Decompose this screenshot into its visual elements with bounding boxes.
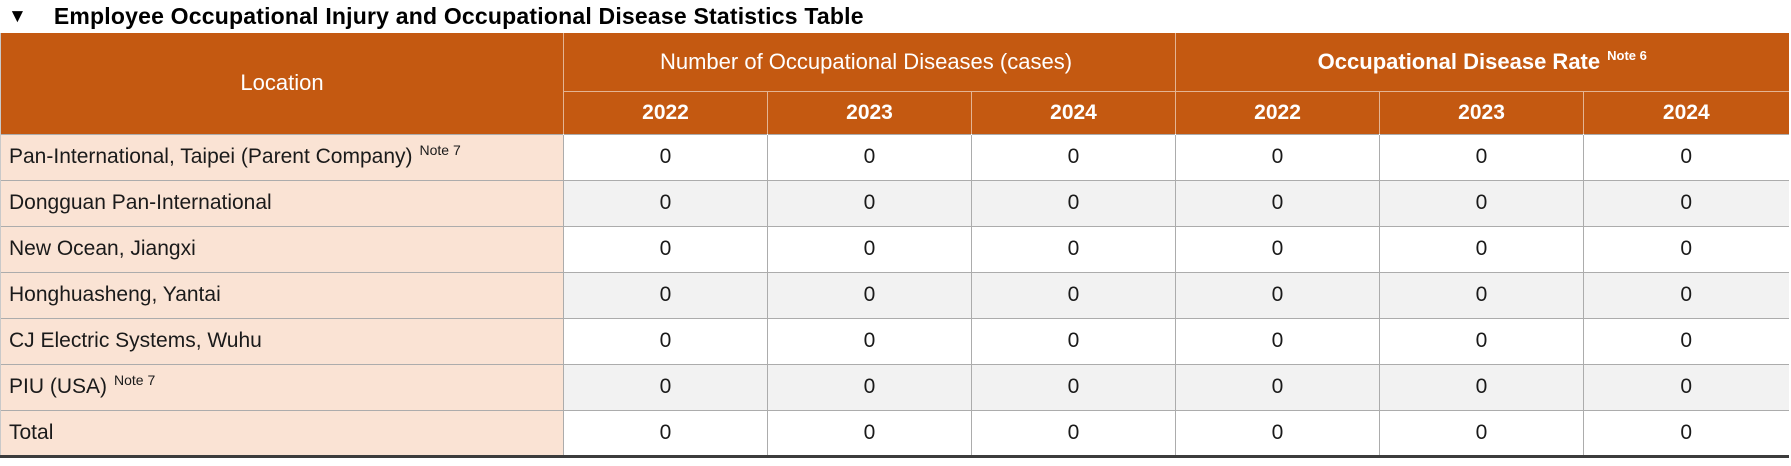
table-row-total: Total 0 0 0 0 0 0 xyxy=(0,409,1789,458)
value-cell: 0 xyxy=(767,179,972,226)
location-cell: Pan-International, Taipei (Parent Compan… xyxy=(0,133,564,180)
value-cell: 0 xyxy=(1175,409,1380,458)
value-cell: 0 xyxy=(767,363,972,410)
statistics-table: Location Number of Occupational Diseases… xyxy=(0,33,1789,458)
value-cell: 0 xyxy=(563,409,768,458)
value-cell: 0 xyxy=(563,225,768,272)
group-header-diseases-label: Number of Occupational Diseases (cases) xyxy=(659,48,1073,74)
table-title: ▼ Employee Occupational Injury and Occup… xyxy=(0,0,1791,32)
value-cell: 0 xyxy=(1175,363,1380,410)
triangle-marker-icon: ▼ xyxy=(8,5,27,27)
year-header-2023: 2023 xyxy=(767,90,972,134)
group-header-diseases: Number of Occupational Diseases (cases) xyxy=(562,33,1176,91)
year-header-2024: 2024 xyxy=(1583,90,1789,134)
value-cell: 0 xyxy=(1583,317,1789,364)
value-cell: 0 xyxy=(1583,225,1789,272)
note-7-superscript: Note 7 xyxy=(419,142,461,158)
year-header-2022: 2022 xyxy=(1175,90,1380,134)
value-cell: 0 xyxy=(1583,133,1789,180)
value-cell: 0 xyxy=(1379,317,1584,364)
value-cell: 0 xyxy=(563,271,768,318)
value-cell: 0 xyxy=(1379,133,1584,180)
value-cell: 0 xyxy=(1175,271,1380,318)
value-cell: 0 xyxy=(767,271,972,318)
location-label: Pan-International, Taipei (Parent Compan… xyxy=(9,145,413,168)
value-cell: 0 xyxy=(970,271,1176,318)
location-cell: CJ Electric Systems, Wuhu xyxy=(0,317,564,364)
location-label: Dongguan Pan-International xyxy=(9,191,272,214)
value-cell: 0 xyxy=(1379,179,1584,226)
value-cell: 0 xyxy=(1583,271,1789,318)
value-cell: 0 xyxy=(1175,225,1380,272)
group-header-rate-label: Occupational Disease Rate xyxy=(1317,48,1601,74)
note-6-superscript: Note 6 xyxy=(1607,48,1647,64)
location-label: CJ Electric Systems, Wuhu xyxy=(9,329,262,352)
table-body: Pan-International, Taipei (Parent Compan… xyxy=(0,133,1789,458)
location-column-header: Location xyxy=(0,33,564,134)
location-cell: New Ocean, Jiangxi xyxy=(0,225,564,272)
note-7-superscript: Note 7 xyxy=(114,372,156,388)
table-row: Dongguan Pan-International 0 0 0 0 0 0 xyxy=(0,179,1789,226)
value-cell: 0 xyxy=(970,317,1176,364)
value-cell: 0 xyxy=(767,133,972,180)
value-cell: 0 xyxy=(970,133,1176,180)
value-cell: 0 xyxy=(1583,409,1789,458)
value-cell: 0 xyxy=(1379,271,1584,318)
value-cell: 0 xyxy=(1379,225,1584,272)
table-row: CJ Electric Systems, Wuhu 0 0 0 0 0 0 xyxy=(0,317,1789,364)
location-label: Honghuasheng, Yantai xyxy=(9,283,221,306)
location-cell-total: Total xyxy=(0,409,564,458)
location-cell: Dongguan Pan-International xyxy=(0,179,564,226)
value-cell: 0 xyxy=(1175,179,1380,226)
value-cell: 0 xyxy=(563,179,768,226)
title-text: Employee Occupational Injury and Occupat… xyxy=(53,2,864,29)
table-row: Pan-International, Taipei (Parent Compan… xyxy=(0,133,1789,180)
location-label: Total xyxy=(9,420,54,444)
value-cell: 0 xyxy=(767,317,972,364)
year-header-2022: 2022 xyxy=(563,90,768,134)
value-cell: 0 xyxy=(563,133,768,180)
value-cell: 0 xyxy=(1175,317,1380,364)
table-row: PIU (USA) Note 7 0 0 0 0 0 0 xyxy=(0,363,1789,410)
year-header-2023: 2023 xyxy=(1379,90,1584,134)
table-row: New Ocean, Jiangxi 0 0 0 0 0 0 xyxy=(0,225,1789,272)
value-cell: 0 xyxy=(1583,363,1789,410)
group-header-rate: Occupational Disease Rate Note 6 xyxy=(1175,33,1789,91)
year-header-row: 2022 2023 2024 2022 2023 2024 xyxy=(1,90,1789,134)
value-cell: 0 xyxy=(1379,409,1584,458)
value-cell: 0 xyxy=(767,225,972,272)
table-row: Honghuasheng, Yantai 0 0 0 0 0 0 xyxy=(0,271,1789,318)
value-cell: 0 xyxy=(1175,133,1380,180)
location-label: New Ocean, Jiangxi xyxy=(9,237,196,260)
value-cell: 0 xyxy=(970,225,1176,272)
group-header-row: Location Number of Occupational Diseases… xyxy=(0,33,1789,134)
value-cell: 0 xyxy=(1583,179,1789,226)
location-cell: Honghuasheng, Yantai xyxy=(0,271,564,318)
location-cell: PIU (USA) Note 7 xyxy=(0,363,564,410)
value-cell: 0 xyxy=(1379,363,1584,410)
value-cell: 0 xyxy=(970,363,1176,410)
table-header: Location Number of Occupational Diseases… xyxy=(0,33,1789,134)
value-cell: 0 xyxy=(563,363,768,410)
value-cell: 0 xyxy=(970,179,1176,226)
year-header-2024: 2024 xyxy=(970,90,1176,134)
value-cell: 0 xyxy=(970,409,1176,458)
value-cell: 0 xyxy=(767,409,972,458)
location-label: PIU (USA) xyxy=(9,375,108,398)
value-cell: 0 xyxy=(563,317,768,364)
